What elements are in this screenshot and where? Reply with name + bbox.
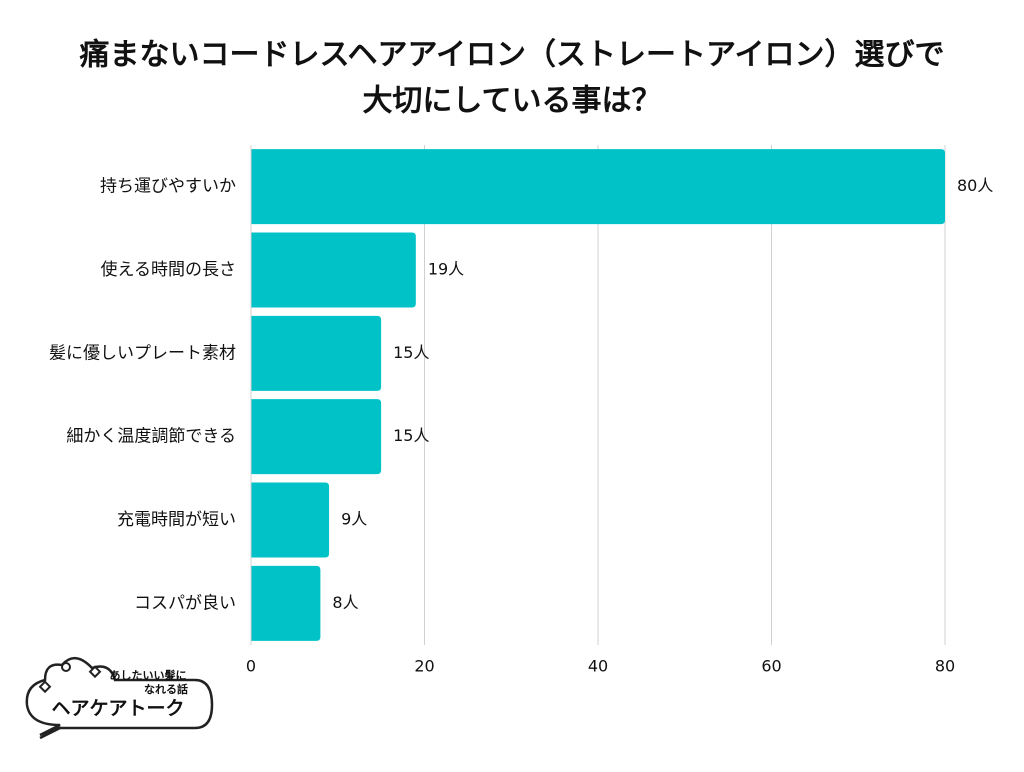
x-tick-label: 40 [588,657,608,676]
value-label: 15人 [393,343,429,362]
x-tick-label: 80 [935,657,955,676]
logo-tail [39,726,61,740]
y-tick-label: 細かく温度調節できる [66,427,236,447]
bar [251,149,945,225]
bar [251,315,382,391]
x-tick-label: 0 [246,657,256,676]
chart-title: 大切にしている事は？ [362,84,661,119]
bar [251,399,382,475]
value-label: 15人 [393,426,429,445]
value-label: 8人 [332,593,358,612]
logo-tagline: あしたいい髪に [110,668,187,682]
bar [251,565,321,641]
logo-sparkle [38,680,52,694]
value-label: 80人 [957,176,993,195]
y-tick-label: コスパが良い [134,593,236,613]
logo-outline [25,657,214,737]
bar [251,232,416,308]
y-tick-label: 充電時間が短い [117,510,236,530]
logo-sparkle [88,665,102,679]
y-tick-label: 持ち運びやすいか [100,177,236,197]
logo-name: ヘアケアトーク [51,698,184,720]
logo-tagline: なれる話 [144,682,188,696]
logo: あしたいい髪に なれる話 ヘアケアトーク [25,657,214,740]
x-tick-label: 60 [761,657,781,676]
value-label: 9人 [341,510,367,529]
y-tick-label: 使える時間の長さ [101,259,237,280]
chart-title: 痛まないコードレスヘアアイロン（ストレートアイロン）選びで [80,38,945,73]
value-label: 19人 [428,260,464,279]
x-tick-label: 20 [414,657,434,676]
logo-bubble [61,662,71,672]
bar [251,482,330,558]
y-tick-label: 髪に優しいプレート素材 [49,343,236,363]
